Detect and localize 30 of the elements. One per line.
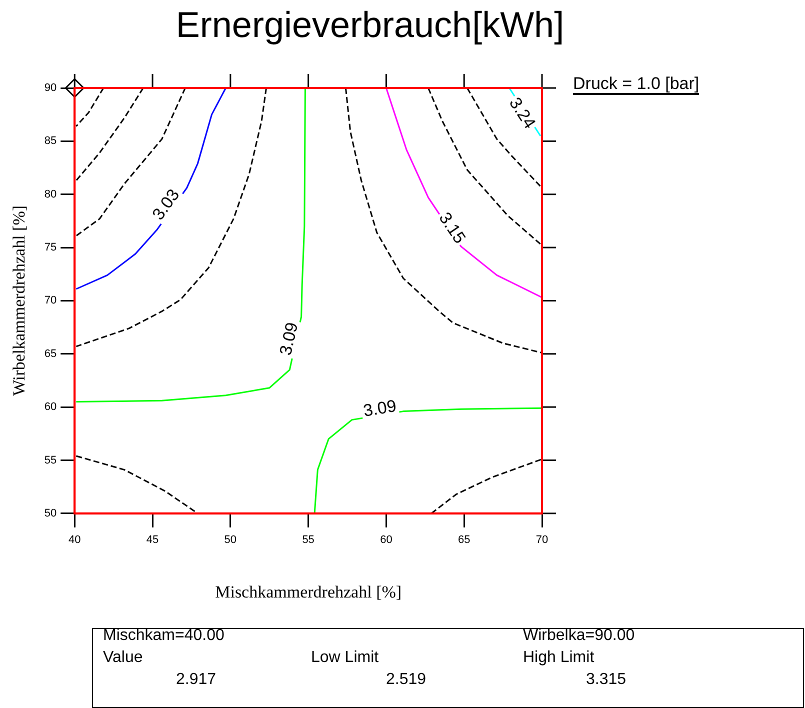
x-tick-label: 70 (536, 534, 548, 546)
x-tick-label: 65 (458, 534, 470, 546)
text: High Limit (523, 649, 594, 667)
y-tick-label: 80 (44, 188, 57, 200)
text: Value (103, 649, 143, 667)
text: 2.917 (176, 671, 216, 689)
y-axis-title: Wirbelkammerdrehzahl [%] (10, 205, 29, 396)
x-axis-title: Mischkammerdrehzahl [%] (215, 582, 402, 602)
x-tick-label: 40 (68, 534, 81, 546)
annotation: 3.09 (362, 396, 398, 420)
y-tick-label: 90 (44, 82, 57, 94)
annotation: 3.09 (276, 320, 302, 358)
y-tick-label: 85 (44, 135, 57, 148)
y-tick-label: 70 (44, 294, 57, 307)
text: Druck = 1.0 [bar] (573, 74, 700, 95)
x-tick-label: 60 (380, 534, 392, 546)
x-tick-label: 45 (146, 534, 159, 546)
text: 2.519 (386, 671, 426, 689)
y-tick-label: 65 (44, 348, 57, 360)
text: Wirbelka=90.00 (523, 627, 635, 645)
y-tick-label: 75 (44, 242, 57, 254)
text: Low Limit (311, 649, 379, 667)
x-tick-label: 50 (224, 534, 237, 546)
chart-title: Ernergieverbrauch[kWh] (174, 4, 566, 46)
x-tick-label: 55 (302, 534, 314, 546)
text: 3.315 (586, 671, 626, 689)
y-tick-label: 55 (44, 454, 57, 466)
y-tick-label: 60 (44, 401, 57, 414)
y-tick-label: 50 (44, 507, 57, 520)
text: Mischkam=40.00 (103, 627, 224, 645)
